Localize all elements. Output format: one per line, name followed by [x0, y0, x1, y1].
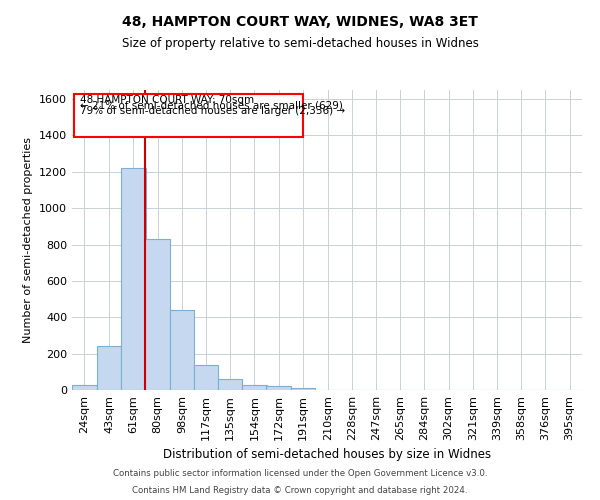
Bar — [266, 386, 291, 390]
Text: Contains public sector information licensed under the Open Government Licence v3: Contains public sector information licen… — [113, 468, 487, 477]
Text: 48 HAMPTON COURT WAY: 70sqm: 48 HAMPTON COURT WAY: 70sqm — [80, 95, 254, 105]
Text: Size of property relative to semi-detached houses in Widnes: Size of property relative to semi-detach… — [122, 38, 478, 51]
Bar — [72, 384, 97, 390]
Bar — [121, 168, 146, 390]
Bar — [145, 239, 170, 390]
Bar — [194, 366, 218, 390]
Text: Contains HM Land Registry data © Crown copyright and database right 2024.: Contains HM Land Registry data © Crown c… — [132, 486, 468, 495]
X-axis label: Distribution of semi-detached houses by size in Widnes: Distribution of semi-detached houses by … — [163, 448, 491, 462]
Bar — [170, 310, 194, 390]
Bar — [290, 388, 315, 390]
Text: ← 21% of semi-detached houses are smaller (629): ← 21% of semi-detached houses are smalle… — [80, 100, 343, 110]
Text: 48, HAMPTON COURT WAY, WIDNES, WA8 3ET: 48, HAMPTON COURT WAY, WIDNES, WA8 3ET — [122, 15, 478, 29]
Text: 79% of semi-detached houses are larger (2,336) →: 79% of semi-detached houses are larger (… — [80, 106, 346, 116]
Y-axis label: Number of semi-detached properties: Number of semi-detached properties — [23, 137, 34, 343]
Bar — [97, 346, 121, 390]
Bar — [242, 386, 266, 390]
FancyBboxPatch shape — [74, 94, 303, 138]
Bar — [218, 379, 242, 390]
